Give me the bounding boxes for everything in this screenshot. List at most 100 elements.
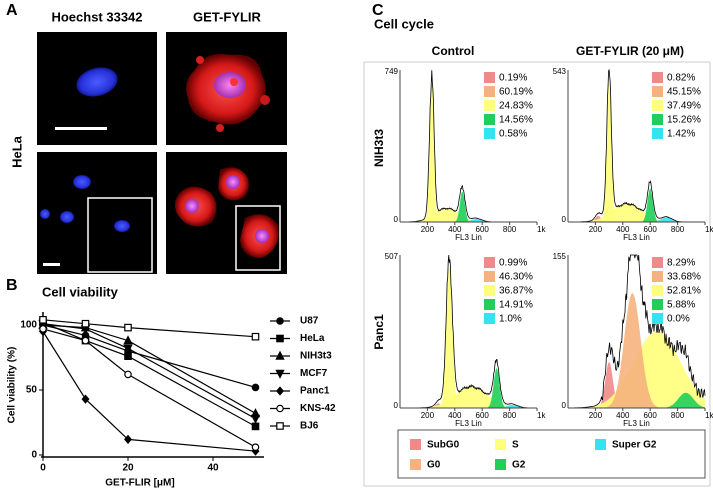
- x-tick-label: 800: [671, 411, 685, 420]
- percent-swatch: [484, 271, 495, 282]
- percent-swatch: [652, 128, 663, 139]
- legend-label: G0: [427, 460, 441, 471]
- marker: [81, 336, 90, 345]
- y-max-label: 507: [385, 252, 399, 261]
- percent-label: 15.26%: [667, 115, 701, 126]
- marker: [276, 404, 284, 413]
- panel-label: A: [6, 2, 18, 19]
- percent-swatch: [652, 86, 663, 97]
- x-tick-label: 0: [40, 463, 46, 474]
- percent-label: 14.91%: [499, 300, 533, 311]
- percent-swatch: [484, 285, 495, 296]
- percent-label: 36.87%: [499, 286, 533, 297]
- x-tick-label: 200: [421, 225, 435, 234]
- percent-swatch: [484, 114, 495, 125]
- y-max-label: 749: [385, 67, 399, 76]
- marker: [276, 422, 284, 430]
- marker: [275, 369, 285, 379]
- x-tick-label: 1k: [537, 225, 546, 234]
- x-tick-label: 400: [616, 411, 630, 420]
- marker: [39, 325, 47, 333]
- percent-swatch: [484, 299, 495, 310]
- legend-label: HeLa: [300, 333, 325, 344]
- percent-label: 46.30%: [499, 272, 533, 283]
- percent-label: 5.88%: [667, 300, 695, 311]
- y-tick-label: 50: [26, 385, 38, 396]
- legend-label: S: [512, 440, 519, 451]
- histogram-area: [568, 392, 705, 408]
- histogram: [399, 70, 538, 225]
- micrograph: [37, 32, 157, 145]
- panel-title: Cell cycle: [374, 16, 434, 31]
- histogram-area: [568, 203, 705, 222]
- legend-label: KNS-42: [300, 403, 336, 414]
- x-tick-label: 600: [644, 411, 658, 420]
- y-tick-label: 100: [20, 320, 37, 331]
- column-header: Hoechst 33342: [51, 9, 142, 24]
- y-min-label: 0: [562, 215, 567, 224]
- row-label: NIH3t3: [372, 129, 386, 167]
- y-max-label: 155: [553, 252, 567, 261]
- x-tick-label: 800: [503, 225, 517, 234]
- percent-label: 0.0%: [667, 314, 690, 325]
- percent-swatch: [484, 128, 495, 139]
- y-min-label: 0: [394, 215, 399, 224]
- panel-label: B: [6, 277, 18, 294]
- legend-label: NIH3t3: [300, 351, 332, 362]
- marker: [123, 344, 133, 354]
- y-max-label: 543: [553, 67, 567, 76]
- histogram: [567, 254, 706, 411]
- marker: [251, 332, 260, 341]
- column-header: Control: [432, 44, 475, 58]
- marker: [276, 386, 284, 396]
- y-axis-label: Cell viability (%): [7, 347, 18, 424]
- y-min-label: 0: [394, 401, 399, 410]
- percent-label: 45.15%: [667, 87, 701, 98]
- histogram-area: [568, 217, 705, 222]
- y-tick-label: 0: [31, 450, 37, 461]
- x-tick-label: 20: [122, 463, 134, 474]
- marker: [124, 352, 132, 361]
- percent-swatch: [652, 285, 663, 296]
- marker: [276, 317, 284, 325]
- x-tick-label: 600: [644, 225, 658, 234]
- x-tick-label: 800: [671, 225, 685, 234]
- percent-label: 37.49%: [667, 101, 701, 112]
- legend-label: Panc1: [300, 386, 330, 397]
- legend-label: U87: [300, 316, 319, 327]
- legend-swatch: [495, 459, 506, 470]
- row-label: HeLa: [9, 135, 24, 168]
- column-header: GET-FYLIR (20 μM): [576, 44, 684, 58]
- percent-swatch: [652, 100, 663, 111]
- marker: [275, 350, 285, 360]
- x-axis-label: FL3 Lin: [455, 233, 482, 242]
- histogram-area: [400, 219, 537, 222]
- marker: [123, 335, 133, 345]
- marker: [124, 370, 132, 379]
- histogram-area: [400, 208, 537, 222]
- legend-box: [397, 429, 706, 479]
- panel-frame: [363, 61, 711, 487]
- histogram-outline: [568, 254, 706, 409]
- marker: [81, 394, 90, 404]
- marker: [251, 443, 260, 452]
- micrograph: [166, 32, 287, 145]
- percent-swatch: [484, 86, 495, 97]
- x-tick-label: 400: [448, 411, 462, 420]
- percent-swatch: [652, 257, 663, 268]
- x-tick-label: 600: [476, 225, 490, 234]
- marker: [250, 414, 261, 424]
- marker: [39, 316, 47, 324]
- x-tick-label: 1k: [705, 225, 713, 234]
- y-min-label: 0: [562, 401, 567, 410]
- marker: [251, 383, 260, 392]
- series-line: [42, 324, 256, 388]
- legend-swatch: [495, 439, 506, 450]
- series-line: [42, 323, 256, 420]
- percent-swatch: [484, 100, 495, 111]
- percent-label: 52.81%: [667, 286, 701, 297]
- marker: [124, 434, 132, 445]
- percent-label: 0.82%: [667, 73, 695, 84]
- histogram: [567, 68, 706, 225]
